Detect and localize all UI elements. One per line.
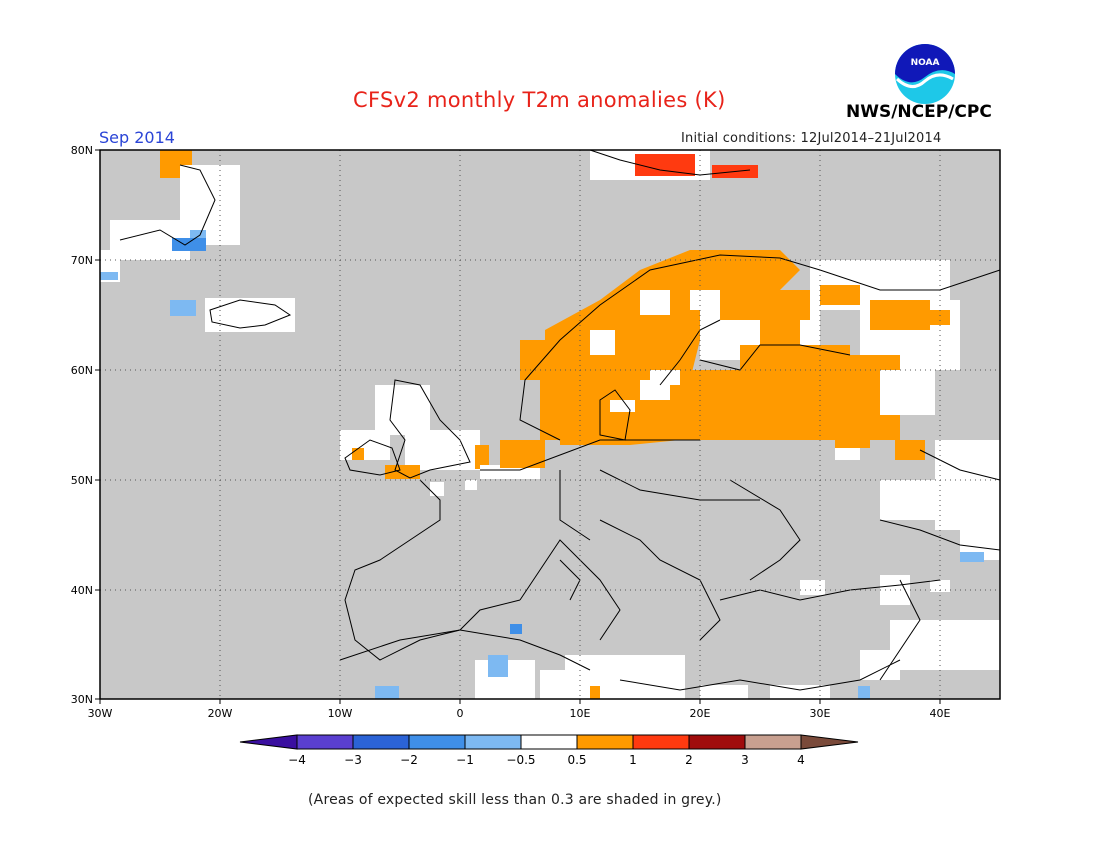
colorbar-label: 0.5 (567, 753, 586, 767)
colorbar-swatch (352, 734, 410, 750)
colorbar-label: 4 (797, 753, 805, 767)
lat-label: 80N (71, 144, 93, 157)
colorbar-swatch (632, 734, 690, 750)
colorbar-label: −4 (288, 753, 306, 767)
lon-label: 20W (208, 707, 233, 720)
noaa-logo-text: NOAA (911, 58, 940, 68)
initial-conditions: Initial conditions: 12Jul2014–21Jul2014 (681, 131, 942, 146)
colorbar-label: −2 (400, 753, 418, 767)
lon-label: 20E (690, 707, 711, 720)
colorbar-swatch (408, 734, 466, 750)
colorbar-label: −0.5 (506, 753, 535, 767)
british-isles (340, 385, 545, 496)
colorbar-arrow-low (239, 734, 298, 750)
colorbar-label: 2 (685, 753, 693, 767)
chart-title: CFSv2 monthly T2m anomalies (K) (353, 88, 726, 112)
colorbar-swatch (296, 734, 354, 750)
lat-label: 50N (71, 474, 93, 487)
colorbar-label: 3 (741, 753, 749, 767)
colorbar-labels: −4 −3 −2 −1 −0.5 0.5 1 2 3 4 (288, 753, 805, 767)
colorbar-swatch (688, 734, 746, 750)
russia-anomaly (650, 345, 1000, 562)
lon-label: 30E (810, 707, 831, 720)
lat-label: 30N (71, 693, 93, 706)
coastlines (119, 149, 1001, 691)
lat-label: 70N (71, 254, 93, 267)
lat-label: 40N (71, 584, 93, 597)
lon-label: 40E (930, 707, 951, 720)
lon-labels: 30W 20W 10W 0 10E 20E 30E 40E (88, 707, 951, 720)
colorbar-arrow-high (800, 734, 859, 750)
noaa-logo: NOAA (895, 44, 955, 104)
lon-label: 30W (88, 707, 113, 720)
lon-label: 0 (457, 707, 464, 720)
lon-label: 10E (570, 707, 591, 720)
lat-label: 60N (71, 364, 93, 377)
forecast-month: Sep 2014 (99, 128, 175, 147)
colorbar-label: −1 (456, 753, 474, 767)
colorbar-swatch (576, 734, 634, 750)
colorbar-label: 1 (629, 753, 637, 767)
colorbar-swatch (520, 734, 578, 750)
graticule (100, 150, 1000, 699)
skill-footnote: (Areas of expected skill less than 0.3 a… (308, 792, 722, 808)
colorbar (239, 734, 859, 750)
colorbar-label: −3 (344, 753, 362, 767)
lon-label: 10W (328, 707, 353, 720)
agency-label: NWS/NCEP/CPC (846, 102, 992, 122)
axis-ticks (95, 149, 941, 704)
colorbar-swatch (464, 734, 522, 750)
southern-patches (375, 575, 1000, 699)
map-frame (99, 149, 1001, 700)
colorbar-swatch (744, 734, 802, 750)
lat-labels: 80N 70N 60N 50N 40N 30N (71, 144, 93, 706)
